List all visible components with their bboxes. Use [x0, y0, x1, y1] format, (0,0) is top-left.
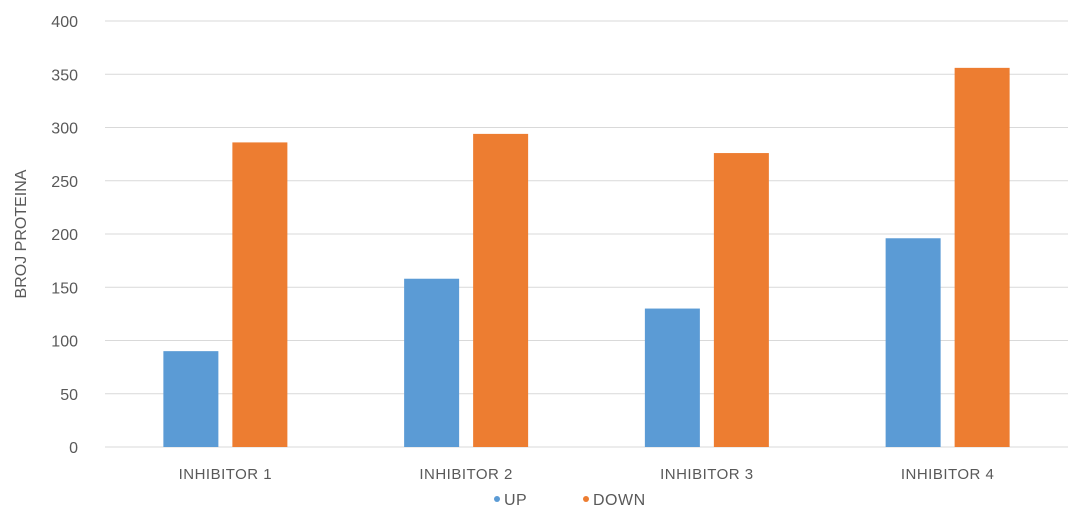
y-axis-tick-labels: 0 50 100 150 200 250 300 350 400	[51, 14, 78, 457]
x-category-label: INHIBITOR 2	[419, 466, 513, 483]
bars	[163, 67, 1010, 448]
y-tick-label: 350	[51, 67, 78, 84]
y-axis-title: BROJ PROTEINA	[13, 169, 30, 298]
bar-up-1	[163, 351, 219, 447]
y-tick-label: 300	[51, 121, 78, 138]
bar-up-2	[404, 278, 460, 447]
legend-marker-up	[494, 496, 500, 502]
bar-down-1	[232, 142, 288, 447]
x-category-label: INHIBITOR 3	[660, 466, 754, 483]
bar-down-3	[713, 153, 769, 447]
bar-up-4	[885, 238, 941, 447]
y-tick-label: 400	[51, 14, 78, 31]
y-tick-label: 0	[69, 440, 78, 457]
y-tick-label: 150	[51, 280, 78, 297]
legend-marker-down	[583, 496, 589, 502]
bar-down-4	[954, 67, 1010, 448]
y-tick-label: 200	[51, 227, 78, 244]
legend-label-up: UP	[504, 492, 527, 509]
legend-label-down: DOWN	[593, 492, 646, 509]
x-category-label: INHIBITOR 1	[179, 466, 273, 483]
y-tick-label: 50	[60, 387, 78, 404]
bar-down-2	[473, 133, 529, 447]
y-tick-label: 100	[51, 334, 78, 351]
x-category-label: INHIBITOR 4	[901, 466, 995, 483]
legend: UP DOWN	[494, 492, 646, 509]
x-axis-category-labels: INHIBITOR 1 INHIBITOR 2 INHIBITOR 3 INHIBIT…	[179, 466, 995, 483]
y-tick-label: 250	[51, 174, 78, 191]
bar-up-3	[644, 308, 700, 447]
